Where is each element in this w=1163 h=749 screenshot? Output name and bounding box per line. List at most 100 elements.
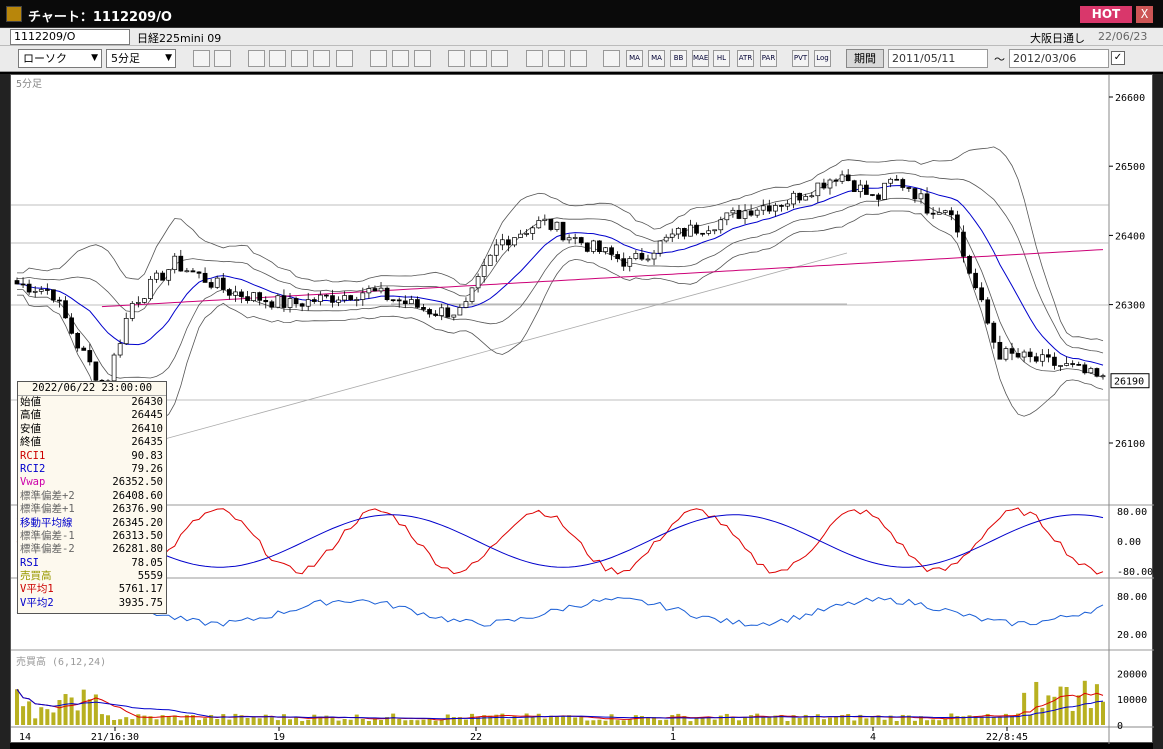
candle-body	[336, 299, 341, 303]
volume-bar	[548, 715, 553, 725]
chart-area[interactable]: 26600 26500 26400 26300 26100 26190 5分足 80.00 0.…	[10, 74, 1154, 744]
candle-body	[603, 247, 608, 252]
data-row-label: 標準偏差-1	[20, 529, 75, 542]
candle-body	[882, 182, 887, 200]
volume-bar	[755, 713, 760, 725]
volume-bar	[542, 718, 547, 725]
gear-button[interactable]	[548, 50, 565, 67]
all-button[interactable]	[526, 50, 543, 67]
data-row: 終値 26435	[18, 436, 166, 449]
volume-bar	[724, 713, 729, 725]
interval-select[interactable]: 5分足 ▼	[106, 49, 176, 68]
price-tick-label: 26300	[1115, 301, 1145, 312]
bar-button[interactable]	[470, 50, 487, 67]
target-button[interactable]	[269, 50, 286, 67]
candle-body	[669, 233, 675, 238]
pvt-button[interactable]: PVT	[792, 50, 809, 67]
x-tick-label: 1	[670, 732, 676, 743]
volume-bar	[39, 707, 44, 725]
data-row-label: 安値	[20, 422, 41, 435]
volume-bar	[391, 713, 396, 725]
data-row-value: 26376.90	[112, 503, 163, 516]
hl-button[interactable]: HL	[713, 50, 730, 67]
line-button[interactable]	[370, 50, 387, 67]
candle-body	[633, 253, 639, 259]
par-button[interactable]: PAR	[760, 50, 777, 67]
volume-bar	[876, 715, 881, 725]
data-row: 安値 26410	[18, 423, 166, 436]
volume-bar	[227, 719, 232, 725]
candle-button[interactable]	[448, 50, 465, 67]
cursor-button[interactable]	[392, 50, 409, 67]
volume-bar	[330, 716, 335, 725]
volume-bar	[827, 717, 832, 725]
apply-checkbox[interactable]: ✓	[1111, 51, 1125, 65]
candle-body	[906, 187, 912, 189]
candle-body	[342, 295, 347, 301]
candle-body	[845, 174, 851, 182]
volume-bar	[372, 718, 377, 725]
candle-body	[439, 307, 445, 316]
bb-button[interactable]: BB	[670, 50, 687, 67]
volume-bar	[160, 715, 165, 725]
price-tick-label: 26500	[1115, 162, 1145, 173]
volume-bar	[870, 716, 875, 725]
atr-button[interactable]: ATR	[737, 50, 754, 67]
volume-bar	[57, 700, 62, 725]
volume-bar	[1028, 714, 1033, 725]
candle-body	[894, 178, 900, 181]
table-button[interactable]	[291, 50, 308, 67]
candle-body	[621, 258, 627, 267]
candle-body	[123, 318, 129, 345]
volume-bar	[1022, 692, 1027, 725]
date-from-field[interactable]: 2011/05/11	[888, 49, 988, 68]
volume-bar	[178, 720, 183, 725]
mark-button[interactable]	[491, 50, 508, 67]
candle-body	[900, 179, 906, 188]
volume-bar	[973, 716, 978, 725]
data-row: RSI 78.05	[18, 557, 166, 570]
volume-bar	[51, 712, 56, 725]
app-icon	[6, 6, 22, 22]
candle-body	[463, 301, 469, 308]
volume-bar	[33, 718, 38, 725]
volume-bar	[518, 719, 523, 725]
volume-bar	[852, 720, 857, 725]
volume-bar	[439, 719, 444, 725]
rci2-line	[16, 514, 1104, 568]
chart-svg[interactable]: 26600 26500 26400 26300 26100 26190 5分足 80.00 0.…	[11, 75, 1154, 744]
ma-button[interactable]: MA	[626, 50, 643, 67]
volume-bar	[597, 719, 602, 725]
zoom-button[interactable]	[193, 50, 210, 67]
data-row-value: 78.05	[131, 556, 163, 569]
close-button[interactable]: X	[1136, 6, 1153, 23]
period-button[interactable]: 期間	[846, 49, 884, 68]
code-input[interactable]: 1112209/O	[10, 29, 130, 45]
chart-type-select[interactable]: ローソク ▼	[18, 49, 102, 68]
candle-body	[372, 288, 378, 292]
candle-body	[748, 210, 754, 216]
rci-tick-label: 0.00	[1117, 537, 1141, 548]
candle-body	[760, 205, 766, 211]
volume-bar	[15, 689, 19, 725]
data-row-value: 26281.80	[112, 543, 163, 556]
info-button[interactable]	[336, 50, 353, 67]
log-button[interactable]: Log	[814, 50, 831, 67]
data-row-label: 高値	[20, 409, 41, 422]
arrow-button[interactable]	[414, 50, 431, 67]
color-button[interactable]	[603, 50, 620, 67]
candle-body	[572, 237, 578, 239]
volume-bar	[197, 720, 202, 725]
pen-button[interactable]	[570, 50, 587, 67]
mae-button[interactable]: MAE	[692, 50, 709, 67]
candle-body	[469, 287, 475, 302]
ma-button[interactable]: MA	[648, 50, 665, 67]
rci-tick-label: -80.00	[1117, 567, 1153, 578]
compare-button[interactable]	[313, 50, 330, 67]
volume-bar	[336, 720, 341, 725]
date-to-field[interactable]: 2012/03/06	[1009, 49, 1109, 68]
volume-bar	[512, 716, 517, 725]
hot-button[interactable]: HOT	[1080, 6, 1132, 23]
split-button[interactable]	[214, 50, 231, 67]
lock-button[interactable]	[248, 50, 265, 67]
